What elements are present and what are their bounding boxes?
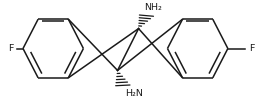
Text: NH₂: NH₂ [144,3,162,12]
Text: F: F [8,44,13,53]
Text: F: F [249,44,254,53]
Text: H₂N: H₂N [125,89,143,98]
